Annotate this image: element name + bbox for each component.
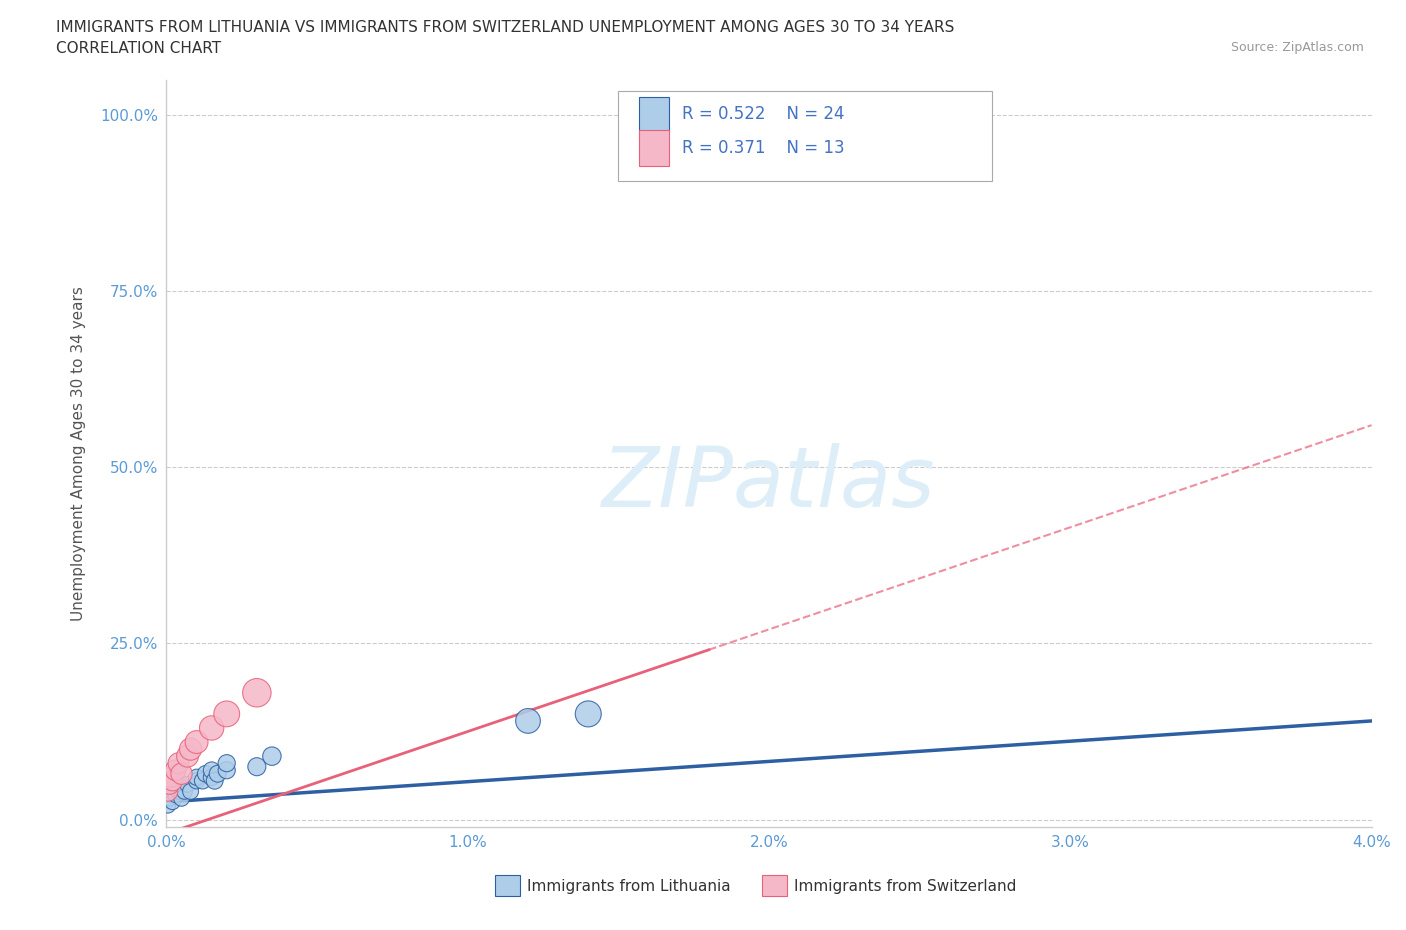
Point (156, 784, 179, 799)
FancyBboxPatch shape (619, 91, 993, 180)
Point (201, 721, 224, 736)
Point (176, 749, 198, 764)
Point (167, 777, 190, 791)
Text: Immigrants from Switzerland: Immigrants from Switzerland (794, 879, 1017, 894)
Point (162, 774, 184, 789)
Point (191, 774, 214, 789)
Point (517, 713, 540, 728)
Text: Source: ZipAtlas.com: Source: ZipAtlas.com (1230, 41, 1364, 54)
Y-axis label: Unemployment Among Ages 30 to 34 years: Unemployment Among Ages 30 to 34 years (72, 286, 86, 620)
Point (170, 766, 193, 781)
Text: IMMIGRANTS FROM LITHUANIA VS IMMIGRANTS FROM SWITZERLAND UNEMPLOYMENT AMONG AGES: IMMIGRANTS FROM LITHUANIA VS IMMIGRANTS … (56, 20, 955, 35)
Point (246, 685, 269, 700)
Point (186, 770, 208, 785)
Point (204, 774, 226, 789)
Point (576, 707, 599, 722)
Point (173, 784, 195, 799)
Point (156, 798, 179, 813)
Point (159, 777, 181, 791)
Point (180, 784, 202, 799)
FancyBboxPatch shape (638, 130, 669, 166)
Point (207, 766, 229, 781)
Point (176, 777, 198, 791)
Point (170, 790, 193, 805)
Point (186, 774, 208, 789)
Point (165, 763, 187, 777)
Point (215, 763, 238, 777)
Point (201, 770, 224, 785)
Point (201, 763, 224, 777)
Text: ZIPatlas: ZIPatlas (602, 443, 936, 524)
FancyBboxPatch shape (638, 97, 669, 132)
Point (260, 749, 283, 764)
Point (162, 794, 184, 809)
Point (186, 735, 208, 750)
Point (167, 784, 190, 799)
Text: Immigrants from Lithuania: Immigrants from Lithuania (527, 879, 731, 894)
Text: R = 0.371    N = 13: R = 0.371 N = 13 (682, 139, 845, 157)
Point (165, 788, 187, 803)
Point (180, 741, 202, 756)
Point (215, 756, 238, 771)
Point (246, 759, 269, 774)
Point (167, 756, 190, 771)
Point (215, 707, 238, 722)
Point (159, 790, 181, 805)
Point (160, 770, 183, 785)
Text: R = 0.522    N = 24: R = 0.522 N = 24 (682, 105, 845, 124)
Point (194, 766, 217, 781)
Text: CORRELATION CHART: CORRELATION CHART (56, 41, 221, 56)
